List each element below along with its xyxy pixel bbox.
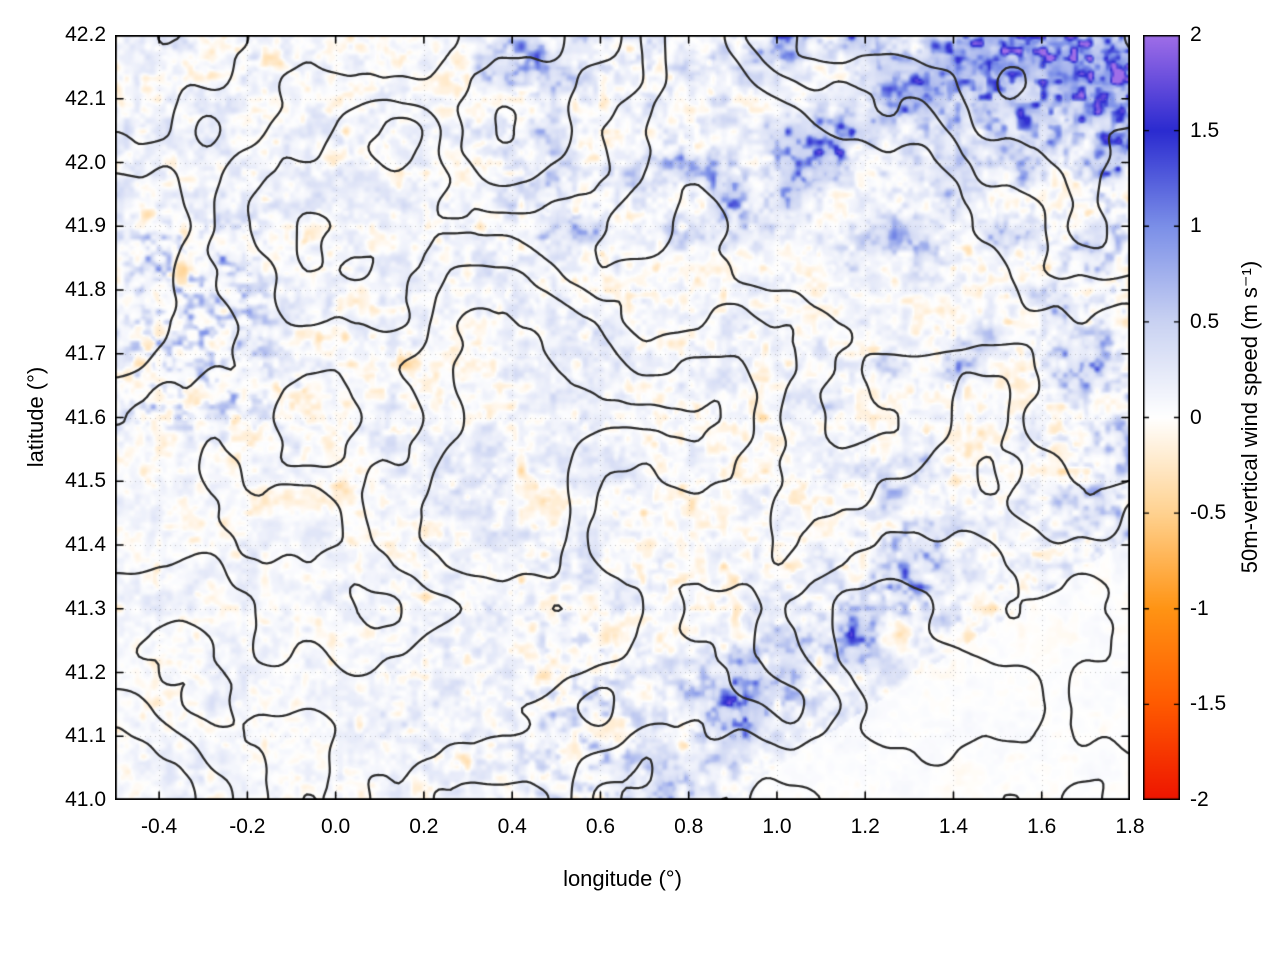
x-tick-label: 0.8 xyxy=(674,815,704,838)
colorbar xyxy=(1143,35,1180,800)
y-tick-label: 41.9 xyxy=(65,214,106,238)
x-tick-label: 1.8 xyxy=(1115,815,1145,838)
y-tick-label: 41.1 xyxy=(65,724,106,748)
y-tick-label: 41.4 xyxy=(65,533,106,556)
y-tick-label: 42.0 xyxy=(65,150,106,174)
x-tick-label: 1.0 xyxy=(762,815,792,838)
x-tick-label: 0.0 xyxy=(321,815,351,838)
y-tick-label: 41.0 xyxy=(65,788,106,811)
heatmap-canvas xyxy=(115,35,1130,800)
colorbar-tick-label: -0.5 xyxy=(1190,501,1227,525)
colorbar-tick-label: -1.5 xyxy=(1190,692,1227,716)
x-tick-label: 0.6 xyxy=(585,815,616,838)
colorbar-tick-label: 1.5 xyxy=(1190,118,1220,142)
y-tick-label: 41.2 xyxy=(65,660,106,684)
colorbar-tick-label: 0 xyxy=(1190,405,1202,429)
x-tick-label: 0.4 xyxy=(497,815,527,838)
y-tick-label: 42.1 xyxy=(65,86,106,110)
x-tick-label: 1.4 xyxy=(938,815,969,838)
x-tick-label: -0.4 xyxy=(141,815,178,838)
y-tick-label: 41.5 xyxy=(65,469,106,493)
colorbar-tick-label: 2 xyxy=(1190,23,1202,46)
colorbar-tick-label: -2 xyxy=(1190,788,1209,811)
colorbar-tick-label: 0.5 xyxy=(1190,309,1220,333)
x-axis-label: longitude (°) xyxy=(563,866,682,891)
y-tick-label: 41.6 xyxy=(65,405,106,429)
colorbar-tick-label: -1 xyxy=(1190,596,1209,620)
x-tick-label: 1.2 xyxy=(850,815,880,838)
x-tick-label: 0.2 xyxy=(409,815,439,838)
y-tick-label: 41.8 xyxy=(65,278,106,301)
y-tick-label: 41.7 xyxy=(65,341,106,365)
y-tick-label: 41.3 xyxy=(65,596,106,620)
x-tick-label: -0.2 xyxy=(229,815,266,838)
y-tick-label: 42.2 xyxy=(65,23,106,46)
colorbar-tick-label: 1 xyxy=(1190,214,1202,238)
x-tick-label: 1.6 xyxy=(1027,815,1057,838)
